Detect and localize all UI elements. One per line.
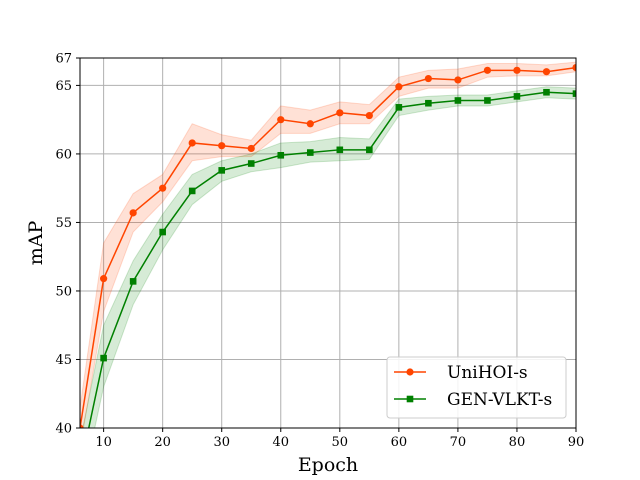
data-point xyxy=(542,68,551,76)
data-point xyxy=(513,66,521,74)
data-point xyxy=(129,209,137,217)
y-tick-label: 40 xyxy=(55,422,72,437)
data-point xyxy=(277,151,285,159)
data-point xyxy=(188,187,196,195)
data-point xyxy=(365,111,373,120)
x-tick-label: 70 xyxy=(450,435,467,450)
y-tick-label: 45 xyxy=(55,353,72,368)
legend-label-genvlkt: GEN-VLKT-s xyxy=(447,390,552,410)
series-lines xyxy=(80,66,576,428)
data-point xyxy=(425,99,432,107)
grid xyxy=(80,57,577,429)
x-tick-label: 40 xyxy=(272,435,289,450)
axis-ticks: 10 20 30 40 50 60 70 80 90 40 45 50 55 60 65 67 xyxy=(55,52,584,451)
data-point xyxy=(218,142,226,150)
legend-marker-unihoi xyxy=(406,368,414,376)
y-tick-label: 65 xyxy=(55,79,72,94)
x-tick-label: 50 xyxy=(332,435,349,450)
x-tick-label: 20 xyxy=(154,435,171,450)
data-point xyxy=(80,424,84,428)
legend-marker-genvlkt xyxy=(406,395,414,403)
confidence-bands xyxy=(80,61,576,428)
data-point xyxy=(100,275,108,283)
x-tick-label: 80 xyxy=(509,435,526,450)
y-tick-label: 50 xyxy=(55,284,72,299)
plot-frame xyxy=(79,57,577,429)
band-1 xyxy=(82,86,576,428)
series-markers xyxy=(77,63,576,473)
data-point xyxy=(77,466,84,473)
x-tick-label: 10 xyxy=(95,435,112,450)
data-point xyxy=(306,120,314,128)
data-point xyxy=(247,160,255,167)
data-point xyxy=(395,83,403,91)
legend-box xyxy=(386,356,567,419)
data-point xyxy=(484,97,491,104)
data-point xyxy=(454,97,462,104)
data-point xyxy=(572,63,576,72)
data-point xyxy=(483,66,492,74)
data-point xyxy=(159,184,167,192)
data-point xyxy=(100,354,107,362)
x-axis-label: Epoch xyxy=(298,454,358,476)
y-tick-label: 67 xyxy=(55,52,72,67)
data-point xyxy=(188,139,196,147)
data-point xyxy=(247,144,255,153)
data-point xyxy=(366,146,373,154)
x-tick-label: 90 xyxy=(568,435,585,450)
legend: UniHOI-s GEN-VLKT-s xyxy=(386,356,567,419)
x-tick-label: 30 xyxy=(213,435,230,450)
data-point xyxy=(277,116,285,124)
data-point xyxy=(395,104,403,111)
band-0 xyxy=(80,61,576,428)
data-point xyxy=(218,167,226,174)
data-point xyxy=(543,88,550,96)
series-line-0 xyxy=(80,66,576,428)
data-point xyxy=(572,90,576,97)
data-point xyxy=(424,74,432,83)
data-point xyxy=(159,228,166,236)
data-point xyxy=(513,93,521,100)
y-axis-label: mAP xyxy=(25,221,47,266)
data-point xyxy=(454,76,462,84)
legend-label-unihoi: UniHOI-s xyxy=(447,363,528,383)
y-tick-label: 60 xyxy=(55,147,72,162)
data-point xyxy=(129,278,137,285)
data-point xyxy=(336,146,344,154)
data-point xyxy=(336,109,344,117)
x-tick-label: 60 xyxy=(391,435,408,450)
y-tick-label: 55 xyxy=(55,216,72,231)
data-point xyxy=(306,149,314,156)
series-line-1 xyxy=(87,91,576,428)
